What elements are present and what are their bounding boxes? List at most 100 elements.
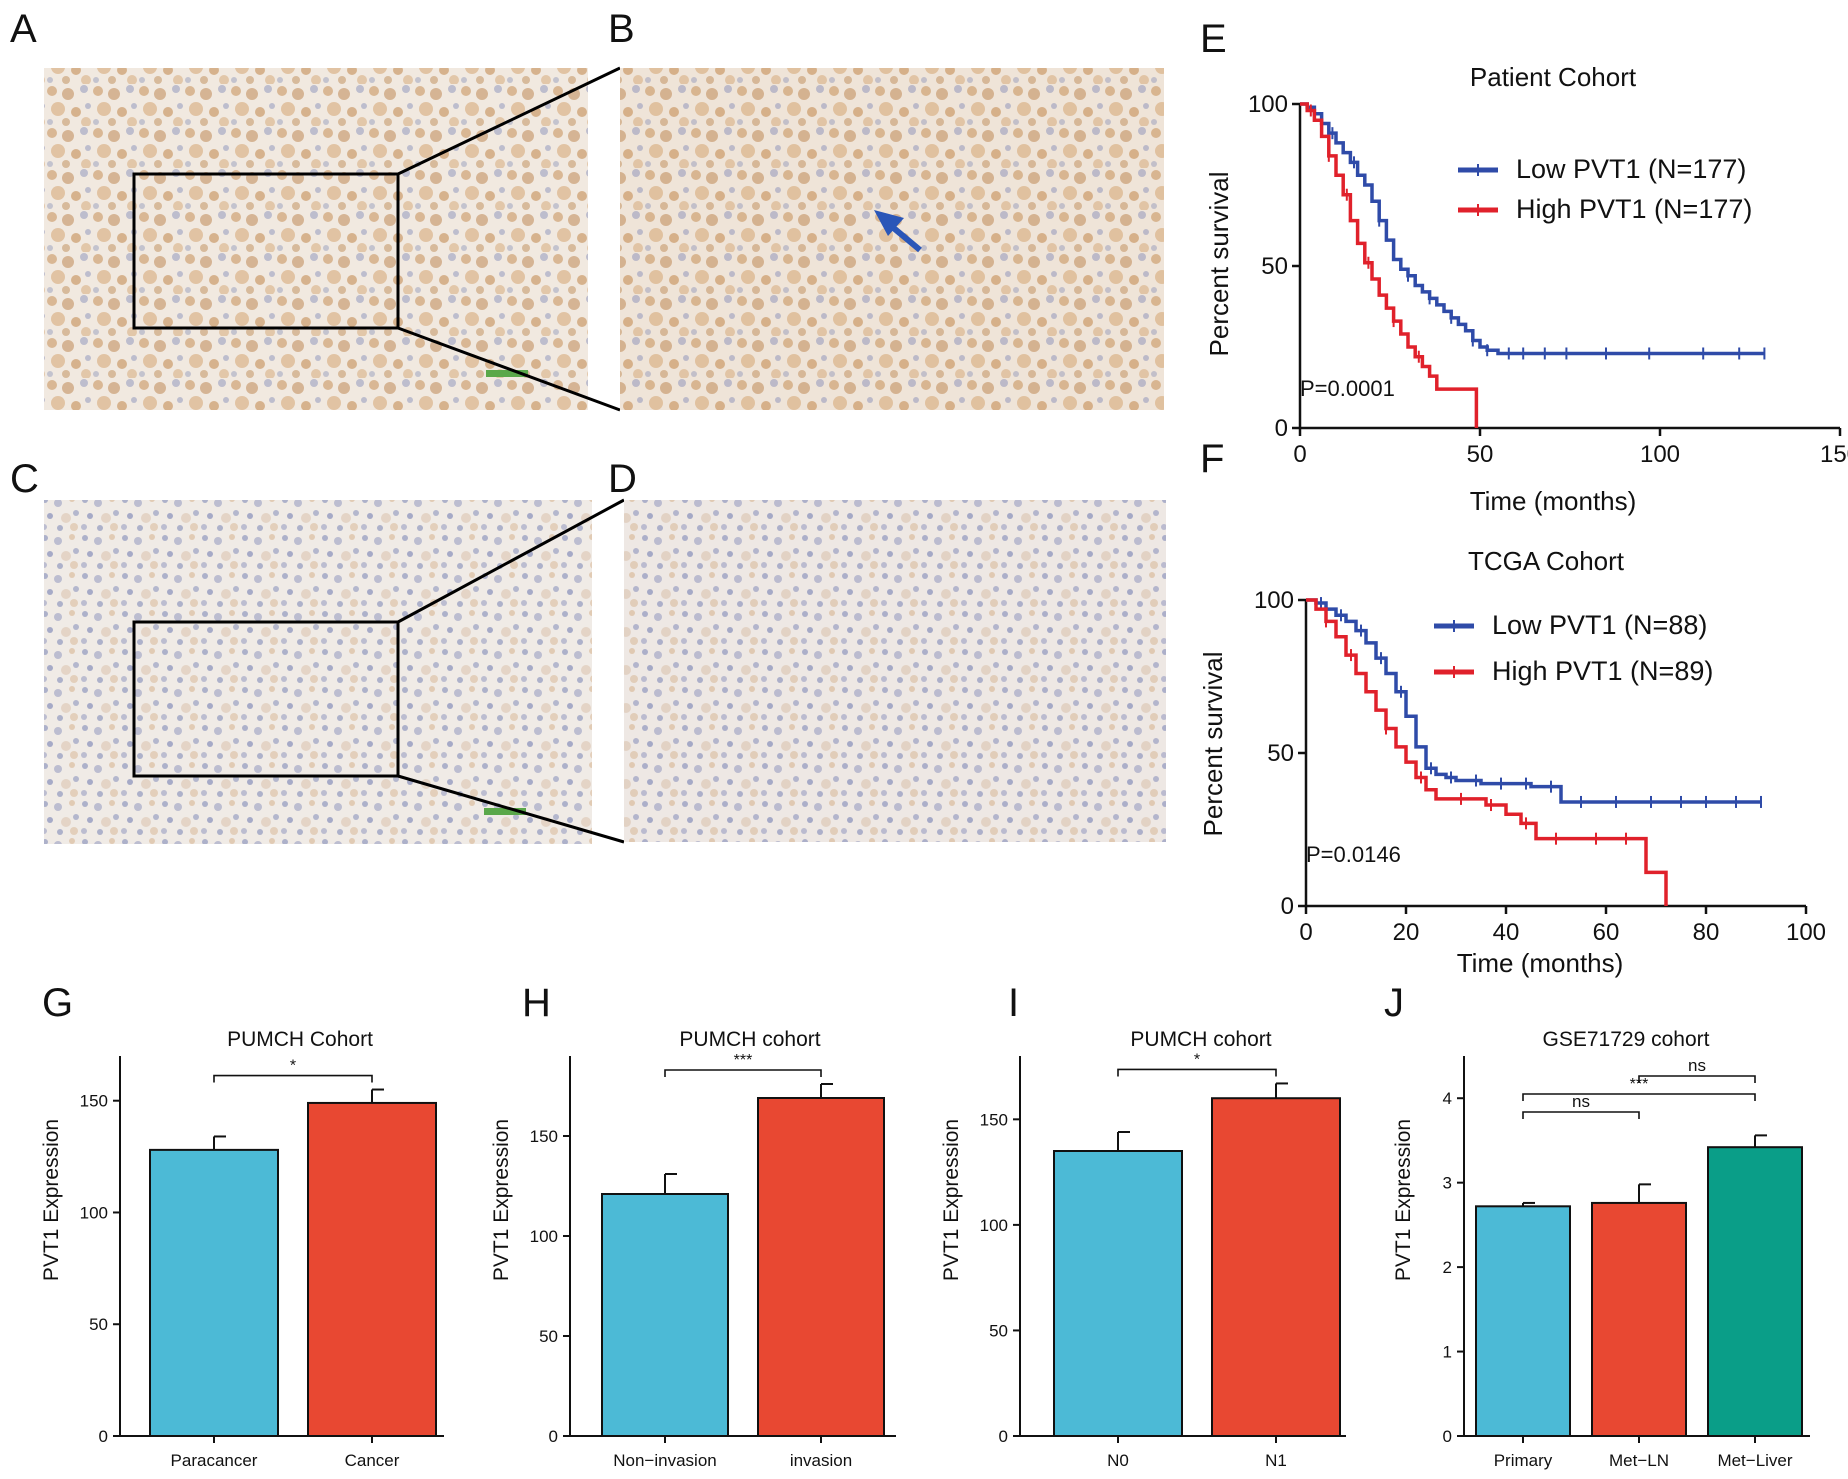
chart-i-y-tick-label: 150 (980, 1110, 1008, 1129)
chart-j-significance-bracket (1638, 1075, 1756, 1083)
chart-i-x-tick-label: N1 (1265, 1451, 1287, 1470)
scale-bar-c (484, 808, 526, 815)
chart-h-y-tick-label: 100 (530, 1227, 558, 1246)
chart-j-x-tick-label: Met−Liver (1717, 1451, 1792, 1470)
chart-h-significance-label: *** (734, 1052, 753, 1069)
micrograph-d (624, 500, 1166, 842)
chart-f-y-tick-label: 50 (1267, 740, 1294, 767)
chart-j-significance-bracket (1522, 1111, 1640, 1119)
chart-j-x-tick-label: Met−LN (1609, 1451, 1669, 1470)
chart-e-ylabel: Percent survival (1204, 172, 1234, 357)
chart-e-y-tick-label: 50 (1261, 253, 1288, 280)
micrograph-b (620, 68, 1164, 410)
chart-e-x-tick-label: 150 (1820, 441, 1848, 468)
chart-j-significance-label: ns (1572, 1092, 1590, 1111)
chart-f-x-tick-label: 80 (1693, 919, 1720, 946)
chart-g-x-tick-label: Paracancer (171, 1451, 258, 1470)
scale-bar-a (486, 370, 528, 377)
chart-h-y-tick-label: 0 (549, 1427, 558, 1446)
chart-f-x-tick-label: 100 (1786, 919, 1826, 946)
chart-i-ylabel: PVT1 Expression (940, 1119, 963, 1281)
chart-e-pvalue: P=0.0001 (1300, 376, 1395, 401)
chart-j-significance-label: *** (1630, 1076, 1649, 1093)
chart-g-significance-bracket (213, 1074, 373, 1083)
micrograph-c (44, 500, 592, 844)
chart-f-pvalue: P=0.0146 (1306, 842, 1401, 867)
chart-h-x-tick-label: Non−invasion (613, 1451, 717, 1470)
chart-j-significance-bracket (1522, 1093, 1756, 1101)
chart-i-bar (1053, 1150, 1183, 1437)
chart-e-series-low-line (1300, 102, 1765, 356)
zoom-line-a-top (397, 66, 621, 176)
chart-e-series-high-line (1300, 102, 1479, 428)
chart-g-x-tick-label: Cancer (345, 1451, 400, 1470)
chart-e-legend-low: Low PVT1 (N=177) (1516, 154, 1746, 184)
chart-g-y-tick-label: 150 (80, 1092, 108, 1111)
chart-h-significance-bracket (664, 1069, 822, 1077)
chart-f-x-tick-label: 20 (1393, 919, 1420, 946)
chart-i-significance-label: * (1194, 1051, 1200, 1068)
chart-h-bar (757, 1097, 885, 1437)
chart-i-significance-bracket (1117, 1068, 1277, 1077)
chart-h-x-tick-label: invasion (790, 1451, 852, 1470)
chart-e-title: Patient Cohort (1470, 62, 1637, 92)
panel-letter-j: J (1384, 981, 1404, 1025)
chart-i-y-tick-label: 100 (980, 1216, 1008, 1235)
chart-j-title: GSE71729 cohort (1543, 1028, 1710, 1051)
chart-j-y-tick-label: 2 (1443, 1258, 1452, 1277)
chart-e-xlabel: Time (months) (1470, 486, 1637, 516)
chart-h-y-tick-label: 150 (530, 1127, 558, 1146)
chart-f-xlabel: Time (months) (1457, 948, 1624, 978)
bar-chart-h: PUMCH cohort PVT1 Expression 0 50 100 150 No… (490, 1028, 896, 1470)
survival-chart-f: TCGA Cohort Time (months) Percent surviv… (1198, 546, 1826, 978)
survival-chart-e: Patient Cohort Time (months) Percent sur… (1204, 62, 1848, 516)
chart-j-y-tick-label: 4 (1443, 1089, 1452, 1108)
chart-j-x-tick-label: Primary (1494, 1451, 1553, 1470)
chart-f-x-tick-label: 0 (1299, 919, 1312, 946)
chart-g-y-tick-label: 100 (80, 1203, 108, 1222)
chart-j-bar (1707, 1146, 1803, 1437)
chart-f-x-tick-label: 60 (1593, 919, 1620, 946)
zoom-box-a (132, 172, 400, 330)
chart-f-y-tick-label: 100 (1254, 587, 1294, 614)
chart-e-x-tick-label: 0 (1293, 441, 1306, 468)
chart-i-y-tick-label: 50 (989, 1321, 1008, 1340)
panel-letter-i: I (1008, 981, 1019, 1025)
chart-j-y-tick-label: 1 (1443, 1343, 1452, 1362)
chart-e-legend-high: High PVT1 (N=177) (1516, 194, 1752, 224)
chart-h-title: PUMCH cohort (679, 1028, 820, 1051)
bar-chart-g: PUMCH Cohort PVT1 Expression 0 50 100 150 Pa… (40, 1028, 444, 1470)
chart-j-bar (1475, 1205, 1571, 1438)
chart-f-series-high-line (1306, 598, 1668, 906)
panel-letter-b: B (608, 7, 635, 51)
chart-j-ylabel: PVT1 Expression (1392, 1119, 1415, 1281)
panel-letters: A B C D E F G H I J (10, 7, 1404, 1025)
panel-letter-e: E (1200, 17, 1227, 61)
chart-f-legend-high: High PVT1 (N=89) (1492, 656, 1713, 686)
chart-e-x-tick-label: 50 (1467, 441, 1494, 468)
zoom-box-c (132, 620, 400, 778)
micrograph-a (44, 68, 588, 410)
chart-g-bar (149, 1148, 279, 1437)
arrow-head-b (874, 210, 904, 236)
chart-g-ylabel: PVT1 Expression (40, 1119, 63, 1281)
chart-e-x-tick-label: 100 (1640, 441, 1680, 468)
chart-h-y-tick-label: 50 (539, 1327, 558, 1346)
chart-f-ylabel: Percent survival (1198, 652, 1228, 837)
chart-g-significance-label: * (290, 1058, 296, 1075)
chart-j-bar (1591, 1201, 1687, 1438)
chart-f-legend-low: Low PVT1 (N=88) (1492, 610, 1707, 640)
bar-chart-i: PUMCH cohort PVT1 Expression 0 50 100 150 N0… (940, 1028, 1346, 1470)
panel-letter-a: A (10, 7, 37, 51)
panel-letter-c: C (10, 457, 39, 501)
chart-j-y-tick-label: 0 (1443, 1427, 1452, 1446)
chart-j-significance-label: ns (1688, 1056, 1706, 1075)
chart-i-x-tick-label: N0 (1107, 1451, 1129, 1470)
panel-letter-g: G (42, 981, 73, 1025)
chart-g-y-tick-label: 0 (99, 1427, 108, 1446)
chart-j-y-tick-label: 3 (1443, 1174, 1452, 1193)
panel-letter-d: D (608, 457, 637, 501)
chart-g-bar (307, 1101, 437, 1437)
panel-letter-f: F (1200, 437, 1224, 481)
